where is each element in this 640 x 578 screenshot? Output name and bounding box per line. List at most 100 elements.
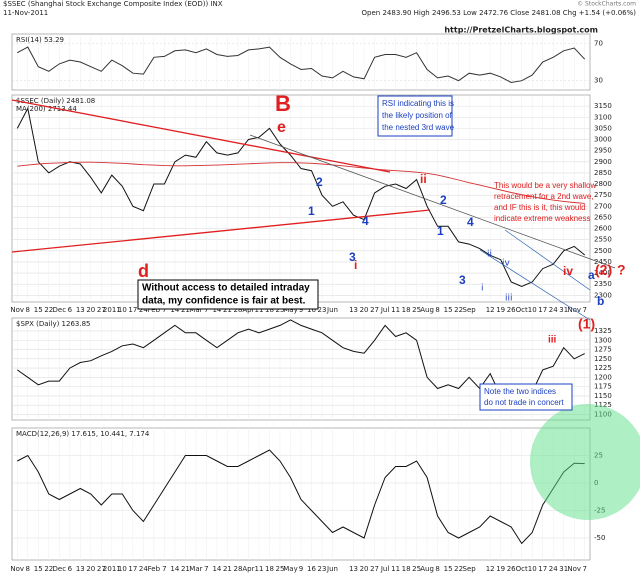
- x-tick-label: 10: [118, 565, 127, 573]
- x-tick-label: Jun: [326, 306, 338, 314]
- x-tick-label: 14: [170, 306, 179, 314]
- x-tick-label: 16: [307, 565, 316, 573]
- x-tick-label: 24: [139, 306, 148, 314]
- x-tick-label: 19: [496, 306, 505, 314]
- y-tick-label: 2550: [594, 236, 612, 244]
- legend-entry: $SPX (Daily) 1263.85: [16, 320, 90, 328]
- credit: © StockCharts.com: [577, 1, 636, 8]
- x-tick-label: 22: [454, 565, 463, 573]
- x-tick-label: 23: [318, 565, 327, 573]
- x-tick-label: Jul: [380, 565, 390, 573]
- x-tick-label: 18: [402, 565, 411, 573]
- note-box: [479, 383, 573, 411]
- x-tick-label: 11: [255, 565, 264, 573]
- wave-label: B: [275, 91, 291, 116]
- y-tick-label: 2450: [594, 258, 612, 266]
- y-tick-label: 2600: [594, 225, 612, 233]
- x-tick-label: 18: [265, 565, 274, 573]
- x-tick-label: 8: [435, 565, 439, 573]
- x-tick-label: 11: [391, 306, 400, 314]
- wave-label: ii: [487, 250, 492, 260]
- wave-label: ii: [420, 172, 427, 186]
- x-tick-label: 7: [583, 565, 587, 573]
- x-tick-label: 27: [370, 306, 379, 314]
- x-tick-label: 6: [68, 565, 73, 573]
- x-tick-label: 8: [435, 306, 439, 314]
- note-box: [137, 279, 319, 310]
- series-line: [17, 319, 585, 408]
- header: $SSEC (Shanghai Stock Exchange Composite…: [3, 0, 636, 35]
- x-tick-label: 21: [181, 565, 190, 573]
- x-tick-label: Sep: [463, 306, 477, 314]
- x-tick-label: May: [283, 306, 297, 314]
- wave-label: iii: [548, 335, 557, 346]
- x-tick-label: 2011: [103, 565, 121, 573]
- channel: [479, 249, 591, 321]
- x-tick-label: 18: [402, 306, 411, 314]
- y-tick-label: 2950: [594, 147, 612, 155]
- x-tick-label: 12: [486, 306, 495, 314]
- x-tick-label: 20: [86, 565, 95, 573]
- wave-label: ?: [617, 262, 626, 278]
- x-tick-label: 20: [360, 306, 369, 314]
- wave-label: 2: [440, 193, 447, 207]
- x-tick-label: 17: [128, 565, 137, 573]
- y-tick-label: 1125: [594, 401, 612, 409]
- y-tick-label: 1200: [594, 373, 612, 381]
- x-tick-label: 9: [299, 306, 303, 314]
- y-tick-label: 70: [594, 39, 603, 47]
- x-tick-label: Feb: [148, 306, 161, 314]
- x-tick-label: Oct: [516, 306, 528, 314]
- series-line: [17, 161, 585, 204]
- x-tick-label: 7: [162, 565, 166, 573]
- x-tick-label: 22: [44, 565, 53, 573]
- wave-label: 1: [308, 204, 315, 218]
- x-tick-label: 13: [349, 565, 358, 573]
- x-tick-label: 27: [97, 306, 106, 314]
- x-tick-label: 23: [318, 306, 327, 314]
- wave-label: 3: [459, 273, 466, 287]
- wave-label: (2): [595, 262, 612, 278]
- x-tick-label: 24: [549, 565, 558, 573]
- quote: Open 2483.90 High 2496.53 Low 2472.76 Cl…: [362, 9, 637, 17]
- wave-label: iv: [563, 264, 573, 278]
- x-tick-label: 7: [204, 306, 208, 314]
- note-text: Note the two indices: [484, 387, 556, 396]
- y-tick-label: 2750: [594, 191, 612, 199]
- series-line: [17, 449, 585, 545]
- x-tick-label: 13: [76, 306, 85, 314]
- x-tick-label: 14: [170, 565, 179, 573]
- wave-label: d: [138, 261, 149, 281]
- wave-label: e: [277, 119, 286, 136]
- x-tick-label: 15: [444, 306, 453, 314]
- x-tick-label: Mar: [189, 565, 202, 573]
- x-tick-label: Apr: [242, 565, 254, 573]
- plots: 30 70 RSI(14) 53.29 2300 2350 2400 2450 2500 255…: [10, 33, 612, 573]
- x-tick-label: 11: [391, 565, 400, 573]
- x-tick-label: 15: [444, 565, 453, 573]
- x-tick-label: 7: [583, 306, 587, 314]
- y-tick-label: 2650: [594, 213, 612, 221]
- note-text: RSI indicating this is: [382, 99, 454, 108]
- y-tick-label: 1250: [594, 355, 612, 363]
- trendline: [249, 134, 616, 269]
- legend-entry: $SSEC (Daily) 2481.08: [16, 97, 95, 105]
- x-tick-label: 8: [26, 565, 30, 573]
- wave-label: a: [588, 268, 595, 282]
- x-tick-label: 21: [223, 306, 232, 314]
- wave-label: 1: [437, 224, 444, 238]
- y-tick-label: 1300: [594, 336, 612, 344]
- y-tick-label: 1150: [594, 392, 612, 400]
- x-tick-label: 10: [118, 306, 127, 314]
- x-tick-label: 18: [265, 306, 274, 314]
- y-tick-label: 2300: [594, 291, 612, 299]
- legend-entry: RSI(14) 53.29: [16, 36, 64, 44]
- x-tick-label: Dec: [53, 306, 67, 314]
- note-text: the nested 3rd wave: [382, 123, 455, 132]
- y-tick-label: 1325: [594, 327, 612, 335]
- x-tick-label: Oct: [516, 565, 528, 573]
- y-tick-label: 2800: [594, 180, 612, 188]
- x-tick-label: 6: [68, 306, 73, 314]
- x-tick-label: 7: [204, 565, 208, 573]
